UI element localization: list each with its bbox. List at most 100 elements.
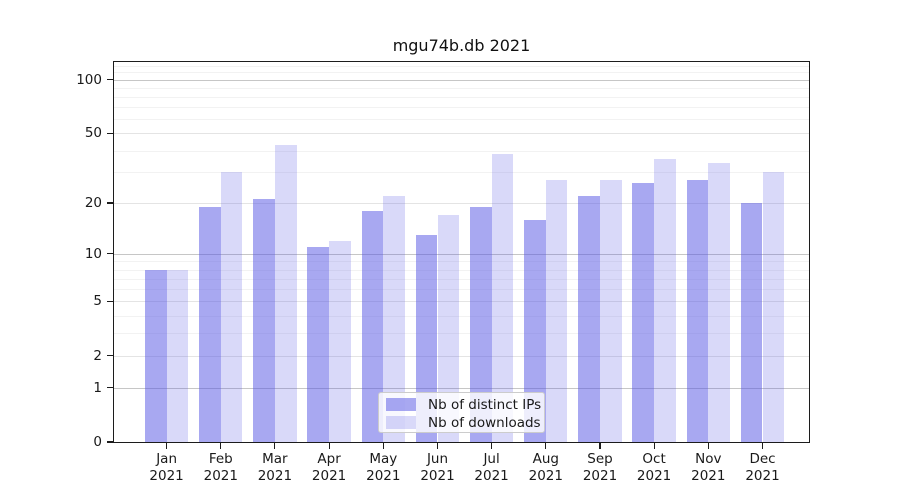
x-tick-year: 2021 — [582, 468, 618, 484]
bar-distinct-ips-jan — [144, 269, 167, 442]
x-tick-mark-nov — [707, 443, 709, 449]
y-tick-mark-0 — [107, 441, 113, 443]
legend-swatch-downloads — [386, 416, 416, 429]
x-tick-label-jan: Jan 2021 — [135, 451, 199, 485]
bar-distinct-ips-apr — [307, 246, 330, 442]
x-tick-label-sep: Sep 2021 — [568, 451, 632, 485]
y-tick-label-20: 20 — [84, 195, 102, 211]
bar-distinct-ips-aug — [524, 219, 546, 442]
x-tick-year: 2021 — [691, 468, 726, 484]
x-tick-year: 2021 — [745, 468, 780, 484]
x-tick-year: 2021 — [311, 468, 347, 484]
x-tick-label-mar: Mar 2021 — [243, 451, 307, 485]
y-tick-label-2: 2 — [93, 347, 102, 364]
gridline-y-8 — [114, 269, 809, 271]
x-tick-month: Feb — [208, 451, 233, 467]
x-tick-month: Jan — [156, 451, 177, 467]
x-tick-month: Jul — [483, 451, 500, 467]
y-tick-mark-10 — [107, 253, 113, 255]
bar-distinct-ips-jun — [415, 234, 438, 442]
x-tick-label-dec: Dec 2021 — [731, 451, 795, 485]
gridline-y-5 — [114, 301, 809, 303]
gridline-y-3 — [114, 333, 809, 335]
x-tick-month: Apr — [317, 451, 341, 467]
y-tick-mark-5 — [107, 300, 113, 302]
bar-distinct-ips-mar — [253, 199, 275, 442]
x-tick-mark-mar — [274, 443, 276, 449]
gridline-y-70 — [114, 107, 809, 109]
legend-label-distinct-ips: Nb of distinct IPs — [428, 396, 542, 413]
gridline-y-90 — [114, 87, 809, 89]
bar-downloads-mar — [274, 144, 297, 442]
x-tick-month: Oct — [642, 451, 666, 467]
gridline-y-9 — [114, 261, 809, 263]
x-tick-label-aug: Aug 2021 — [514, 451, 578, 485]
y-tick-label-5: 5 — [93, 293, 102, 310]
gridline-y-1 — [114, 387, 809, 389]
y-tick-mark-2 — [107, 355, 113, 357]
y-tick-mark-50 — [107, 132, 113, 134]
chart-title: mgu74b.db 2021 — [392, 36, 531, 55]
x-tick-mark-sep — [599, 443, 601, 449]
bar-distinct-ips-feb — [199, 206, 221, 442]
legend-swatch-distinct-ips — [386, 398, 416, 411]
x-tick-label-nov: Nov 2021 — [676, 451, 740, 485]
x-tick-year: 2021 — [420, 468, 455, 484]
gridline-y-40 — [114, 150, 809, 152]
bar-downloads-feb — [220, 172, 243, 442]
x-tick-label-may: May 2021 — [351, 451, 415, 485]
x-tick-mark-jul — [491, 443, 493, 449]
bar-distinct-ips-jul — [469, 206, 492, 442]
legend: Nb of distinct IPs Nb of downloads — [378, 392, 545, 433]
y-tick-label-10: 10 — [84, 245, 102, 262]
bar-distinct-ips-oct — [632, 183, 655, 442]
plot-area — [113, 61, 810, 443]
bar-downloads-may — [383, 195, 405, 442]
x-tick-year: 2021 — [149, 468, 184, 484]
x-tick-year: 2021 — [366, 468, 401, 484]
bar-downloads-aug — [545, 180, 568, 442]
x-tick-month: Mar — [262, 451, 288, 467]
bar-distinct-ips-dec — [740, 203, 763, 442]
gridline-y-60 — [114, 119, 809, 121]
x-tick-month: Jun — [426, 451, 449, 467]
x-tick-mark-oct — [653, 443, 655, 449]
legend-label-downloads: Nb of downloads — [428, 414, 541, 431]
x-tick-year: 2021 — [203, 468, 238, 484]
y-tick-label-50: 50 — [84, 125, 102, 142]
gridline-y-7 — [114, 278, 809, 280]
x-tick-month: Nov — [695, 451, 722, 467]
legend-item-downloads: Nb of downloads — [386, 414, 541, 431]
gridline-y-6 — [114, 289, 809, 291]
gridline-y-80 — [114, 97, 809, 98]
y-tick-label-100: 100 — [76, 71, 102, 88]
x-tick-mark-may — [382, 443, 384, 449]
x-tick-mark-aug — [545, 443, 547, 449]
x-tick-month: Sep — [587, 451, 613, 467]
bar-distinct-ips-may — [361, 210, 384, 442]
x-tick-label-jun: Jun 2021 — [406, 451, 470, 485]
bar-downloads-sep — [600, 180, 622, 442]
x-tick-year: 2021 — [474, 468, 509, 484]
x-tick-label-oct: Oct 2021 — [622, 451, 686, 485]
gridline-y-4 — [114, 315, 809, 317]
gridline-y-110 — [114, 72, 809, 74]
y-tick-label-1: 1 — [93, 379, 102, 396]
bar-downloads-apr — [329, 240, 351, 442]
gridline-y-20 — [114, 203, 809, 204]
x-tick-year: 2021 — [636, 468, 672, 484]
x-tick-month: Aug — [532, 451, 559, 467]
gridline-y-10 — [114, 253, 809, 255]
bar-downloads-oct — [654, 158, 676, 442]
x-tick-month: May — [369, 451, 398, 467]
bar-downloads-jun — [437, 215, 460, 442]
x-tick-year: 2021 — [257, 468, 293, 484]
gridline-y-2 — [114, 355, 809, 357]
bar-downloads-nov — [708, 162, 730, 442]
x-tick-year: 2021 — [528, 468, 563, 484]
x-tick-mark-feb — [220, 443, 222, 449]
gridline-y-30 — [114, 172, 809, 174]
y-tick-mark-100 — [107, 79, 113, 81]
x-tick-label-jul: Jul 2021 — [460, 451, 524, 485]
